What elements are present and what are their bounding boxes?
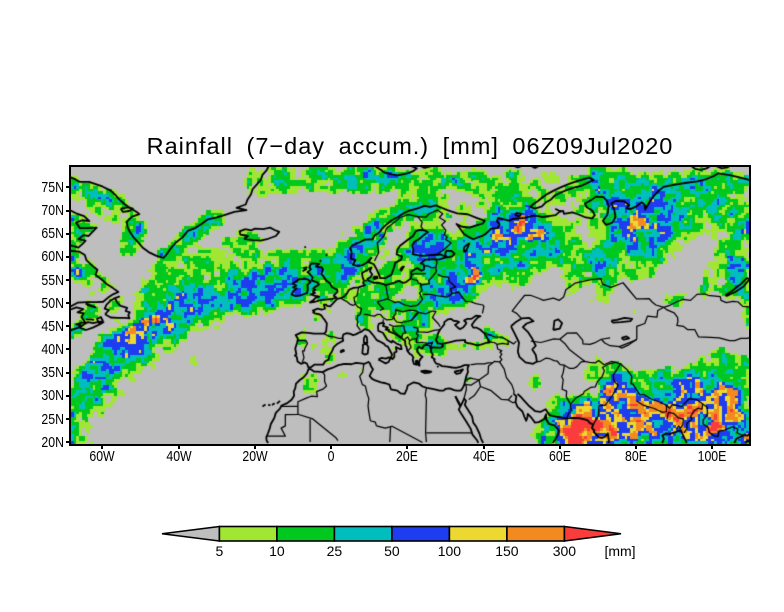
lon-tick-label: 40W (165, 448, 192, 466)
lon-tick (253, 445, 256, 449)
lat-tick-label: 45N (41, 317, 64, 335)
legend-color-cell (391, 525, 451, 542)
legend-tick-label: 5 (216, 543, 224, 559)
lat-tick-label: 60N (41, 248, 64, 266)
legend-arrow-above-max (563, 525, 622, 542)
lon-tick (635, 445, 638, 449)
legend-tick-label: 10 (269, 543, 285, 559)
lon-tick-label: 20W (242, 448, 268, 466)
lon-tick (330, 445, 333, 449)
legend-tick-label: 100 (438, 543, 462, 559)
lat-tick-label: 55N (41, 271, 64, 289)
lat-tick-label: 20N (41, 433, 64, 451)
lon-tick (101, 445, 104, 449)
chart-title: Rainfall (7−day accum.) [mm] 06Z09Jul202… (146, 133, 674, 159)
lat-tick (66, 371, 71, 374)
lon-tick-label: 100E (697, 448, 727, 466)
lat-tick-label: 70N (41, 202, 64, 220)
map-plot-area (69, 165, 751, 446)
lat-tick-label: 25N (41, 410, 64, 428)
lat-tick-label: 50N (41, 294, 64, 312)
legend-unit-label: [mm] (604, 543, 635, 559)
lat-tick (66, 186, 71, 189)
lon-tick-label: 40E (472, 448, 495, 466)
lon-tick-label: 80E (625, 448, 647, 466)
lat-tick (66, 209, 71, 212)
legend-tick-label: 150 (495, 543, 519, 559)
lon-tick-label: 60E (548, 448, 571, 466)
lat-tick (66, 255, 71, 258)
legend-color-cell (333, 525, 393, 542)
lon-tick (558, 445, 561, 449)
lat-tick (66, 441, 71, 444)
lat-tick (66, 278, 71, 281)
legend-color-cell (448, 525, 508, 542)
lat-tick (66, 417, 71, 420)
lon-tick (406, 445, 409, 449)
lon-tick-label: 0 (327, 448, 335, 466)
lat-tick (66, 302, 71, 305)
lat-tick (66, 394, 71, 397)
lat-tick (66, 325, 71, 328)
legend-arrow-below-min (161, 525, 221, 542)
lon-tick (177, 445, 180, 449)
legend-tick-label: 50 (384, 543, 400, 559)
legend-tick-label: 300 (553, 543, 577, 559)
lat-tick (66, 232, 71, 235)
lat-tick-label: 35N (41, 364, 64, 382)
rainfall-map (71, 167, 749, 444)
lat-tick (66, 348, 71, 351)
lat-tick-label: 75N (41, 178, 64, 196)
legend-tick-label: 25 (327, 543, 343, 559)
lon-tick-label: 60W (89, 448, 116, 466)
lat-tick-label: 40N (41, 341, 64, 359)
legend-color-cell (276, 525, 336, 542)
lat-tick-label: 30N (41, 387, 64, 405)
legend-color-cell (218, 525, 278, 542)
lon-tick-label: 20E (396, 448, 419, 466)
lon-tick (482, 445, 485, 449)
legend-color-cell (506, 525, 566, 542)
lon-tick (711, 445, 714, 449)
lat-tick-label: 65N (41, 225, 64, 243)
